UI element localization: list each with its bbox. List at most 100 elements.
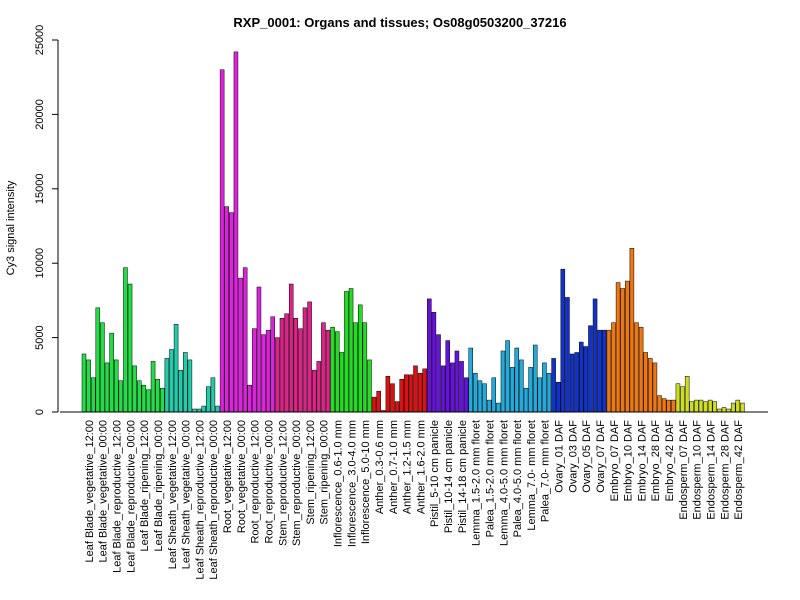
bar (394, 401, 400, 413)
x-tick-label: Inflorescence_3.0-4.0 mm (346, 420, 358, 547)
bar (298, 328, 303, 413)
x-tick-label: Embryo_28 DAF (650, 420, 662, 502)
bar (233, 51, 239, 413)
bar (542, 362, 547, 413)
bar (509, 367, 515, 413)
bar (86, 359, 91, 413)
bar (638, 326, 644, 413)
bar (689, 401, 694, 413)
bar (477, 380, 483, 413)
x-tick-label: Anther_1.2-1.5 mm (402, 420, 414, 514)
x-tick-label: Endosperm_42 DAF (733, 420, 745, 520)
x-tick-label: Stem_ripening_12:00 (305, 420, 317, 525)
x-tick-label: Pistil_5-10 cm panicle (429, 420, 441, 527)
bar (634, 322, 639, 413)
bar (215, 405, 220, 413)
x-tick-label: Anther_0.3-0.6 mm (374, 420, 386, 514)
x-tick-label: Palea_4.0-5.0 mm floret (512, 420, 524, 537)
bar (703, 401, 708, 413)
bar (712, 401, 718, 413)
chart-title: RXP_0001: Organs and tissues; Os08g05032… (233, 15, 566, 30)
x-tick-label: Leaf Sheath_vegetative_00:00 (181, 420, 193, 569)
bar (606, 329, 612, 413)
bar (671, 399, 676, 413)
x-tick-label: Ovary_05 DAF (581, 420, 593, 493)
bar (440, 365, 446, 413)
x-tick-label: Embryo_42 DAF (664, 420, 676, 502)
x-tick-label: Leaf Blade_reproductive_12:00 (112, 420, 124, 573)
bar (523, 387, 529, 413)
bar (206, 386, 211, 413)
bar (242, 267, 248, 413)
bar (132, 365, 137, 413)
x-tick-label: Stem_ripening_00:00 (319, 420, 331, 525)
bar (555, 381, 561, 413)
x-tick-label: Palea_7.0- mm floret (540, 420, 552, 522)
x-tick-label: Leaf Blade_ripening_12:00 (139, 420, 151, 552)
x-tick-label: Anther_0.7-1.0 mm (388, 420, 400, 514)
x-tick-label: Lemma_1.5-2.0 mm floret (471, 420, 483, 546)
y-axis-label: Cy3 signal intensity (5, 180, 17, 275)
bar (261, 334, 266, 413)
bar (652, 362, 658, 413)
bar (325, 329, 331, 413)
bar (247, 384, 252, 413)
bar (611, 322, 616, 413)
x-tick-label: Root_reproductive_12:00 (250, 420, 262, 544)
y-tick-label: 25000 (34, 25, 46, 56)
bar (183, 352, 188, 413)
bar (104, 362, 110, 413)
bar (735, 399, 741, 413)
bar (311, 370, 317, 413)
bar (187, 359, 193, 413)
bar (302, 307, 308, 413)
x-tick-label: Ovary_01 DAF (554, 420, 566, 493)
bar (173, 323, 179, 413)
bar (146, 389, 151, 413)
bar (427, 298, 432, 413)
bar (307, 301, 312, 413)
bar (330, 326, 335, 413)
bar (468, 347, 473, 413)
bar (445, 340, 450, 413)
bar (459, 361, 464, 413)
bar (390, 383, 395, 413)
x-tick-label: Root_vegetative_00:00 (236, 420, 248, 533)
bar (284, 313, 289, 413)
bar (150, 361, 156, 413)
y-tick-label: 0 (34, 409, 46, 415)
x-tick-label: Palea_1.5-2.0 mm floret (484, 420, 496, 537)
x-tick-label: Pistil_10-14 cm panicle (443, 420, 455, 533)
bar (113, 359, 119, 413)
x-tick-label: Embryo_14 DAF (636, 420, 648, 502)
x-tick-label: Root_vegetative_12:00 (222, 420, 234, 533)
x-tick-label: Leaf Sheath_reproductive_00:00 (208, 420, 220, 580)
x-tick-label: Leaf Blade_reproductive_00:00 (125, 420, 137, 573)
bar (408, 374, 414, 413)
bar (629, 248, 635, 413)
x-tick-label: Embryo_10 DAF (623, 420, 635, 502)
bar (160, 387, 165, 413)
bar (450, 362, 455, 413)
bar (229, 212, 234, 413)
bar (491, 377, 497, 413)
bar (367, 359, 372, 413)
x-tick-label: Stem_reproductive_00:00 (291, 420, 303, 546)
bar (597, 329, 602, 413)
bar (707, 399, 713, 413)
bar (344, 291, 349, 413)
bar (473, 373, 478, 413)
x-tick-label: Lemma_7.0- mm floret (526, 420, 538, 531)
bar (551, 358, 556, 413)
bar (500, 350, 506, 413)
bar (95, 307, 101, 413)
bar (90, 377, 96, 413)
bar (537, 377, 543, 413)
bar (574, 352, 579, 413)
x-tick-label: Lemma_4.0-5.0 mm floret (498, 420, 510, 546)
bar (579, 341, 584, 413)
bar (698, 399, 704, 413)
x-tick-label: Anther_1.6-2.0 mm (415, 420, 427, 514)
bar (141, 384, 147, 413)
